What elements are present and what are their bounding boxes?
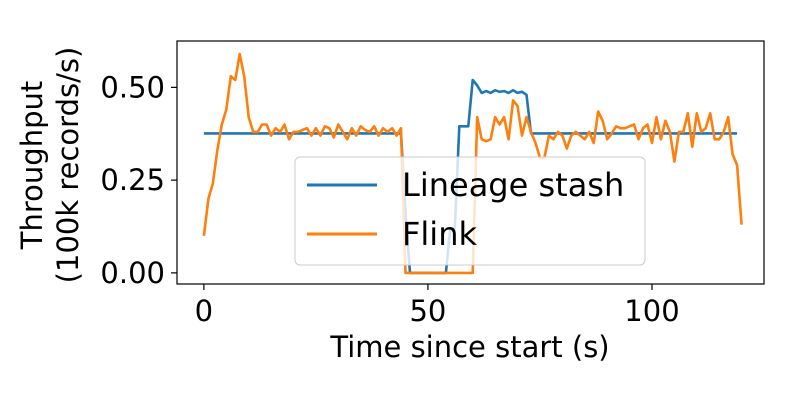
y-axis-label-line-2: (100k records/s) [51,47,85,284]
legend-label-lineage-stash: Lineage stash [402,166,624,204]
legend-label-flink: Flink [402,215,477,253]
series-line-lineage-stash [203,78,738,275]
y-tick-label: 0.25 [100,163,165,197]
x-tick-label: 50 [409,294,446,328]
series-layer [202,52,743,275]
series-line-flink [202,52,743,275]
y-axis-label: Throughput (100k records/s) [15,47,85,284]
y-axis-label-line-1: Throughput [15,81,49,250]
y-tick-label: 0.00 [100,256,165,290]
x-tick-label: 100 [624,294,679,328]
x-tick-label: 0 [195,294,213,328]
y-tick-label: 0.50 [100,70,165,104]
legend: Lineage stash Flink [294,156,646,266]
tick-layer: 0 50 100 0.00 0.25 0.50 [100,70,679,328]
plot-frame [176,40,765,285]
x-axis-label: Time since start (s) [329,330,609,364]
legend-box [294,156,646,266]
